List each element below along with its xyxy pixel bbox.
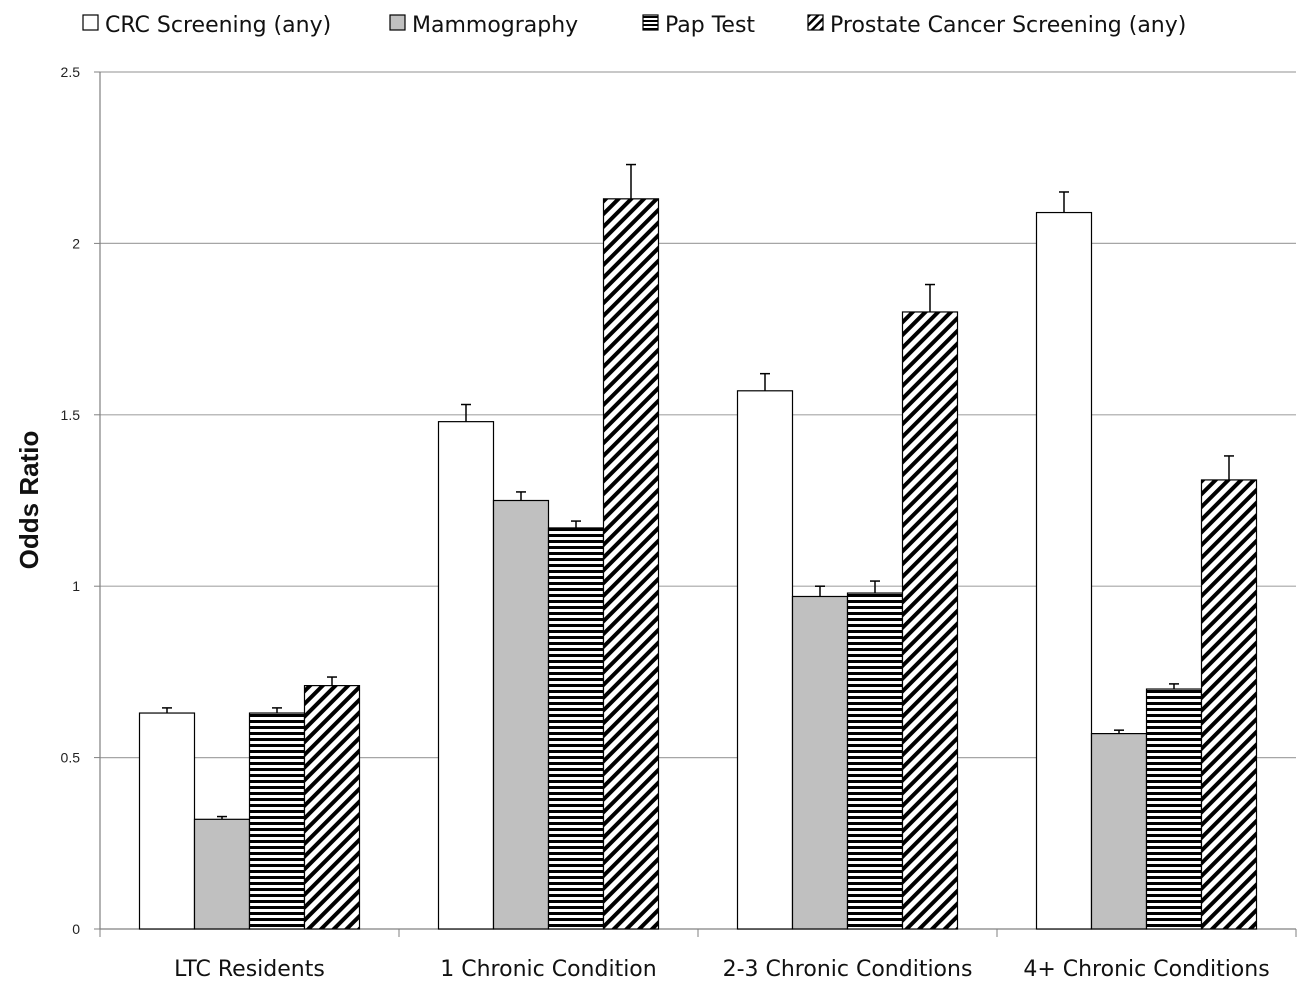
- bar: [437, 421, 495, 930]
- x-tick-label: LTC Residents: [174, 957, 325, 982]
- x-tick-label: 2-3 Chronic Conditions: [723, 957, 973, 982]
- bar: [791, 595, 849, 930]
- legend-label: Mammography: [412, 13, 578, 38]
- bar: [1090, 733, 1148, 930]
- bar: [1035, 211, 1093, 930]
- x-tick-label: 1 Chronic Condition: [440, 957, 656, 982]
- bar: [138, 712, 196, 930]
- bars: [138, 198, 1258, 930]
- bar: [846, 592, 904, 930]
- bar: [492, 499, 550, 930]
- bar: [193, 818, 251, 930]
- legend-swatch: [642, 14, 659, 31]
- bar: [303, 685, 361, 930]
- x-tick-label: 4+ Chronic Conditions: [1023, 957, 1269, 982]
- legend: CRC Screening (any) Mammography Pap Test Pr…: [82, 13, 1186, 38]
- y-tick-label: 0.5: [61, 750, 81, 766]
- y-tick-label: 1.5: [61, 407, 81, 423]
- bar: [1145, 688, 1203, 930]
- legend-label: CRC Screening (any): [105, 13, 331, 38]
- legend-swatch: [807, 14, 824, 31]
- y-tick-label: 1: [72, 578, 80, 594]
- bar: [547, 527, 605, 930]
- axis-labels: 0 0.5 1 1.5 2 2.5 LTC Residents 1 Chronic Condi…: [61, 64, 1270, 982]
- y-tick-label: 2.5: [61, 64, 81, 80]
- legend-label: Pap Test: [665, 13, 755, 38]
- bar: [1200, 479, 1258, 930]
- legend-swatch: [389, 14, 406, 31]
- bar: [602, 198, 660, 930]
- error-bars: [162, 163, 1234, 820]
- y-tick-label: 0: [72, 921, 80, 937]
- bar: [736, 390, 794, 930]
- bar: [901, 311, 959, 930]
- gridlines: [100, 71, 1296, 759]
- legend-swatch: [82, 14, 99, 31]
- bar: [248, 712, 306, 930]
- legend-label: Prostate Cancer Screening (any): [830, 13, 1186, 38]
- y-tick-label: 2: [72, 235, 80, 251]
- y-axis-title: Odds Ratio: [14, 431, 44, 570]
